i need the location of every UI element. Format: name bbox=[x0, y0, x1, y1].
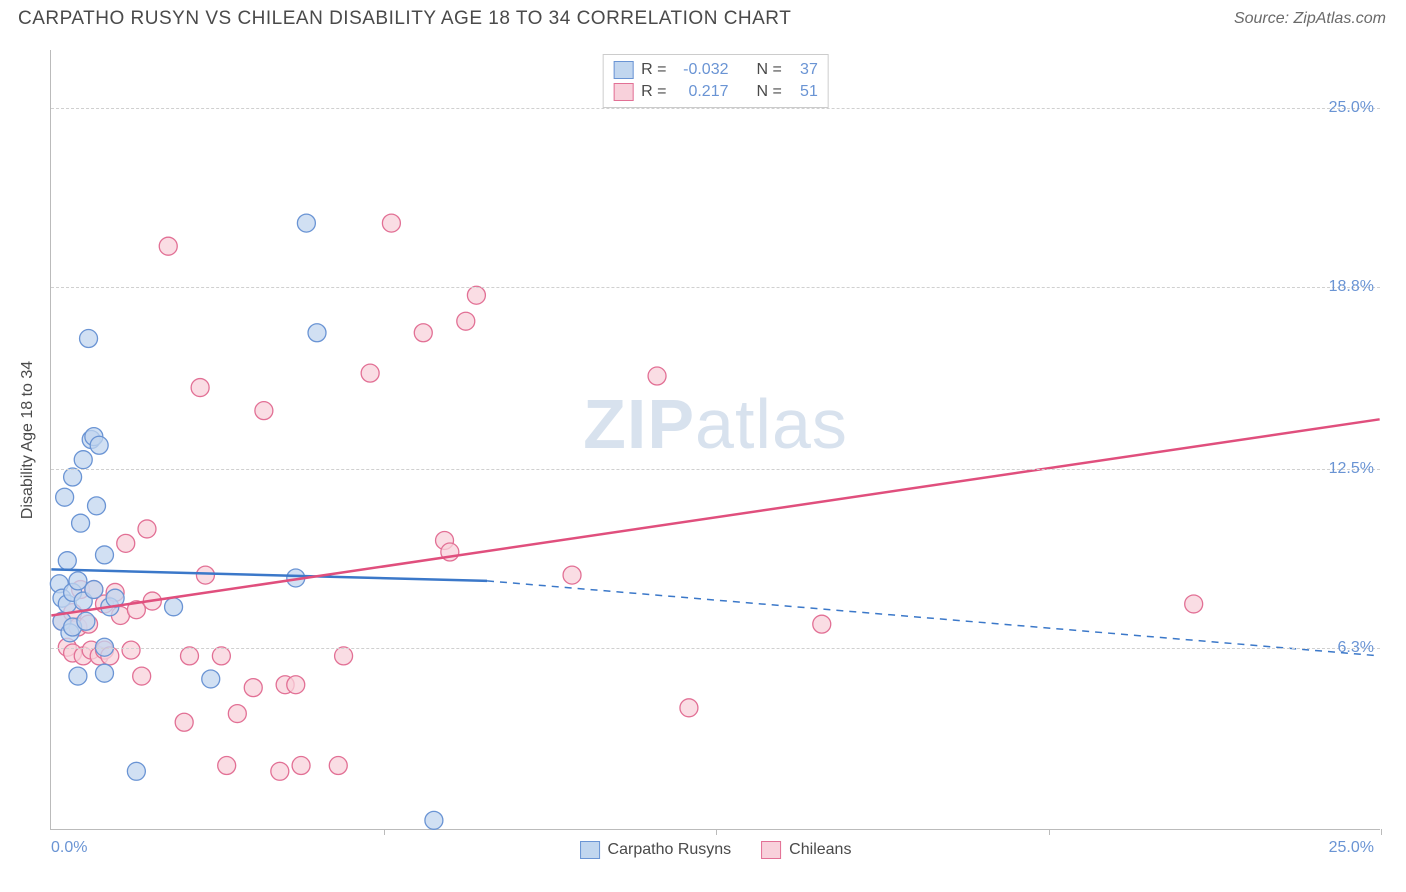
y-tick-label: 6.3% bbox=[1338, 639, 1374, 657]
n-value-pink: 51 bbox=[790, 83, 818, 101]
gridline bbox=[51, 648, 1380, 649]
pink-point bbox=[175, 713, 193, 731]
pink-point bbox=[218, 757, 236, 775]
gridline bbox=[51, 469, 1380, 470]
x-axis-max-label: 25.0% bbox=[1329, 839, 1374, 857]
blue-point bbox=[69, 667, 87, 685]
blue-point bbox=[127, 762, 145, 780]
source-attribution: Source: ZipAtlas.com bbox=[1234, 10, 1386, 28]
series-legend: Carpatho Rusyns Chileans bbox=[580, 841, 852, 859]
scatter-plot-svg bbox=[51, 50, 1380, 829]
legend-row-pink: R = 0.217 N = 51 bbox=[613, 81, 818, 103]
swatch-blue bbox=[613, 61, 633, 79]
pink-point bbox=[271, 762, 289, 780]
pink-point bbox=[181, 647, 199, 665]
regression-line-blue-dashed bbox=[487, 581, 1380, 656]
x-tick bbox=[716, 829, 717, 835]
x-tick bbox=[1381, 829, 1382, 835]
pink-point bbox=[1185, 595, 1203, 613]
gridline bbox=[51, 108, 1380, 109]
x-axis-min-label: 0.0% bbox=[51, 839, 87, 857]
blue-point bbox=[69, 572, 87, 590]
legend-label-blue: Carpatho Rusyns bbox=[608, 841, 732, 859]
regression-line-pink bbox=[51, 419, 1379, 615]
legend-row-blue: R = -0.032 N = 37 bbox=[613, 59, 818, 81]
pink-point bbox=[122, 641, 140, 659]
blue-point bbox=[95, 546, 113, 564]
pink-point bbox=[117, 534, 135, 552]
x-tick bbox=[1049, 829, 1050, 835]
chart-title: CARPATHO RUSYN VS CHILEAN DISABILITY AGE… bbox=[18, 8, 791, 30]
blue-point bbox=[88, 497, 106, 515]
correlation-legend: R = -0.032 N = 37 R = 0.217 N = 51 bbox=[602, 54, 829, 108]
pink-point bbox=[196, 566, 214, 584]
swatch-pink bbox=[613, 83, 633, 101]
r-value-blue: -0.032 bbox=[675, 61, 729, 79]
pink-point bbox=[680, 699, 698, 717]
pink-point bbox=[457, 312, 475, 330]
pink-point bbox=[361, 364, 379, 382]
regression-line-blue bbox=[51, 569, 487, 581]
gridline bbox=[51, 287, 1380, 288]
pink-point bbox=[335, 647, 353, 665]
pink-point bbox=[292, 757, 310, 775]
r-label: R = bbox=[641, 61, 666, 79]
pink-point bbox=[813, 615, 831, 633]
pink-point bbox=[382, 214, 400, 232]
pink-point bbox=[244, 679, 262, 697]
pink-point bbox=[414, 324, 432, 342]
pink-point bbox=[563, 566, 581, 584]
chart-plot-area: ZIPatlas R = -0.032 N = 37 R = 0.217 N =… bbox=[50, 50, 1380, 830]
blue-point bbox=[72, 514, 90, 532]
legend-label-pink: Chileans bbox=[789, 841, 851, 859]
blue-point bbox=[202, 670, 220, 688]
blue-point bbox=[77, 612, 95, 630]
blue-point bbox=[58, 552, 76, 570]
x-tick bbox=[384, 829, 385, 835]
n-label: N = bbox=[757, 61, 782, 79]
pink-point bbox=[191, 379, 209, 397]
y-axis-label: Disability Age 18 to 34 bbox=[19, 361, 37, 519]
y-tick-label: 12.5% bbox=[1329, 460, 1374, 478]
pink-point bbox=[133, 667, 151, 685]
pink-point bbox=[228, 705, 246, 723]
y-tick-label: 18.8% bbox=[1329, 278, 1374, 296]
pink-point bbox=[467, 286, 485, 304]
y-tick-label: 25.0% bbox=[1329, 99, 1374, 117]
pink-point bbox=[138, 520, 156, 538]
pink-point bbox=[255, 402, 273, 420]
pink-point bbox=[287, 676, 305, 694]
blue-point bbox=[308, 324, 326, 342]
pink-point bbox=[212, 647, 230, 665]
pink-point bbox=[329, 757, 347, 775]
pink-point bbox=[159, 237, 177, 255]
blue-point bbox=[165, 598, 183, 616]
r-value-pink: 0.217 bbox=[675, 83, 729, 101]
blue-point bbox=[90, 436, 108, 454]
blue-point bbox=[64, 468, 82, 486]
blue-point bbox=[85, 581, 103, 599]
r-label: R = bbox=[641, 83, 666, 101]
pink-point bbox=[648, 367, 666, 385]
blue-point bbox=[80, 330, 98, 348]
swatch-blue-bottom bbox=[580, 841, 600, 859]
n-value-blue: 37 bbox=[790, 61, 818, 79]
swatch-pink-bottom bbox=[761, 841, 781, 859]
blue-point bbox=[425, 811, 443, 829]
n-label: N = bbox=[757, 83, 782, 101]
blue-point bbox=[95, 664, 113, 682]
blue-point bbox=[297, 214, 315, 232]
blue-point bbox=[56, 488, 74, 506]
blue-point bbox=[74, 451, 92, 469]
